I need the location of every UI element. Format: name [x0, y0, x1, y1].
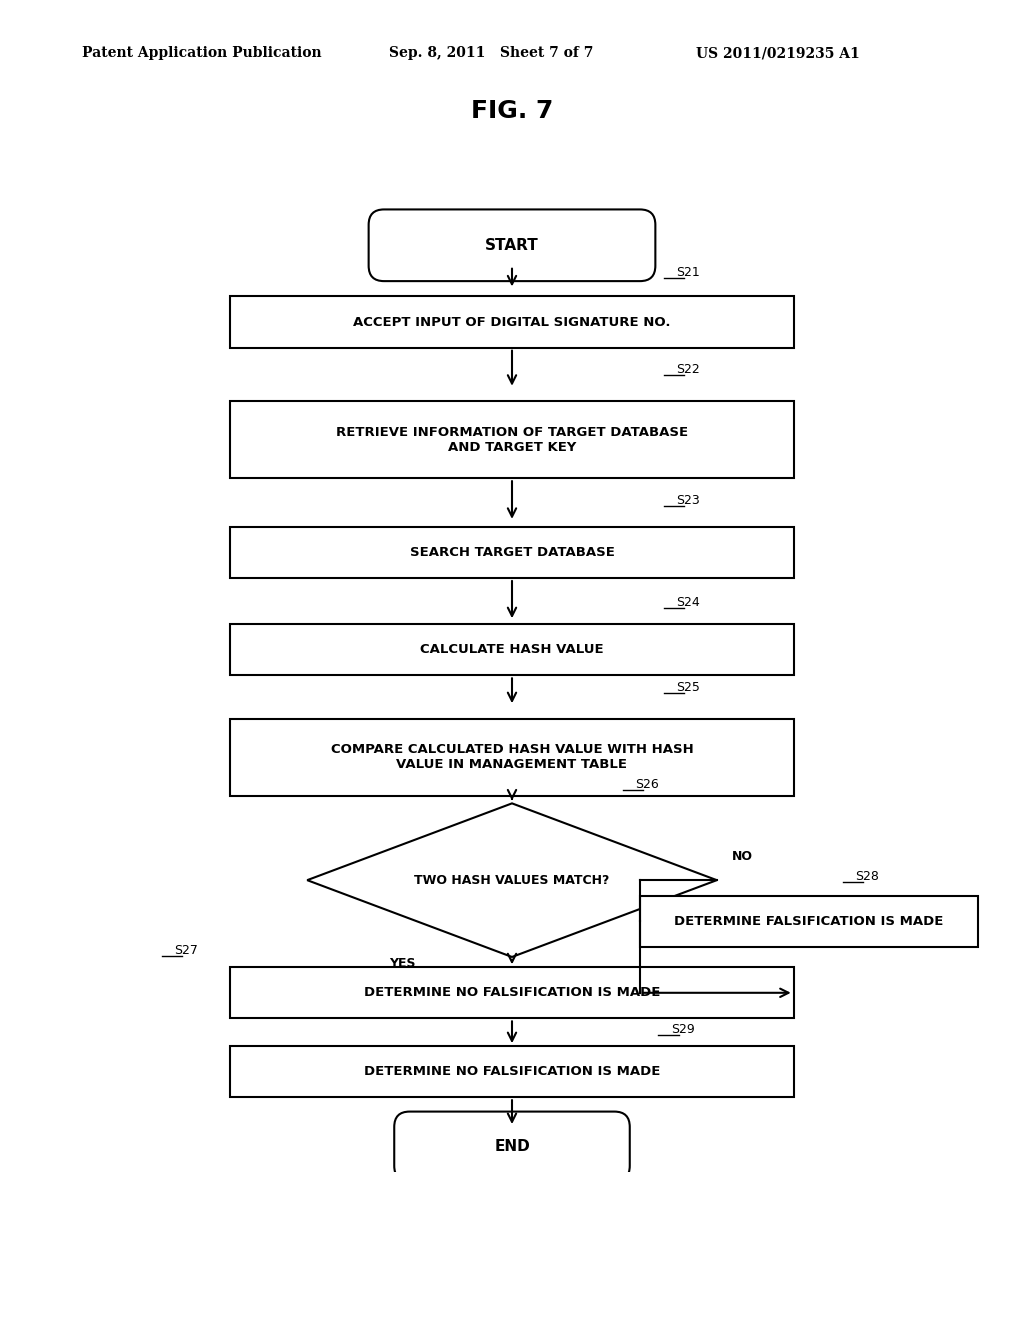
Text: S28: S28 — [855, 870, 879, 883]
Bar — [230, 624, 794, 676]
Polygon shape — [307, 804, 717, 957]
Text: S25: S25 — [676, 681, 699, 694]
Text: Patent Application Publication: Patent Application Publication — [82, 46, 322, 61]
Text: TWO HASH VALUES MATCH?: TWO HASH VALUES MATCH? — [415, 874, 609, 887]
Text: FIG. 7: FIG. 7 — [471, 99, 553, 123]
FancyBboxPatch shape — [394, 1111, 630, 1181]
FancyBboxPatch shape — [369, 210, 655, 281]
Bar — [230, 297, 794, 347]
Text: ACCEPT INPUT OF DIGITAL SIGNATURE NO.: ACCEPT INPUT OF DIGITAL SIGNATURE NO. — [353, 315, 671, 329]
Text: SEARCH TARGET DATABASE: SEARCH TARGET DATABASE — [410, 546, 614, 558]
Bar — [640, 895, 978, 946]
Text: DETERMINE NO FALSIFICATION IS MADE: DETERMINE NO FALSIFICATION IS MADE — [364, 986, 660, 999]
Text: END: END — [495, 1139, 529, 1154]
Text: S21: S21 — [676, 267, 699, 279]
Bar — [230, 968, 794, 1019]
Text: S29: S29 — [671, 1023, 694, 1036]
Text: RETRIEVE INFORMATION OF TARGET DATABASE
AND TARGET KEY: RETRIEVE INFORMATION OF TARGET DATABASE … — [336, 426, 688, 454]
Text: CALCULATE HASH VALUE: CALCULATE HASH VALUE — [420, 643, 604, 656]
Bar — [230, 719, 794, 796]
Text: S27: S27 — [174, 944, 198, 957]
Text: S26: S26 — [635, 777, 658, 791]
Bar — [230, 401, 794, 478]
Bar — [230, 1045, 794, 1097]
Text: S23: S23 — [676, 495, 699, 507]
Text: S22: S22 — [676, 363, 699, 376]
Text: Sep. 8, 2011   Sheet 7 of 7: Sep. 8, 2011 Sheet 7 of 7 — [389, 46, 594, 61]
Bar — [230, 527, 794, 578]
Text: DETERMINE FALSIFICATION IS MADE: DETERMINE FALSIFICATION IS MADE — [674, 915, 944, 928]
Text: NO: NO — [732, 850, 754, 863]
Text: S24: S24 — [676, 595, 699, 609]
Text: US 2011/0219235 A1: US 2011/0219235 A1 — [696, 46, 860, 61]
Text: START: START — [485, 238, 539, 253]
Text: YES: YES — [389, 957, 416, 970]
Text: DETERMINE NO FALSIFICATION IS MADE: DETERMINE NO FALSIFICATION IS MADE — [364, 1065, 660, 1078]
Text: COMPARE CALCULATED HASH VALUE WITH HASH
VALUE IN MANAGEMENT TABLE: COMPARE CALCULATED HASH VALUE WITH HASH … — [331, 743, 693, 771]
